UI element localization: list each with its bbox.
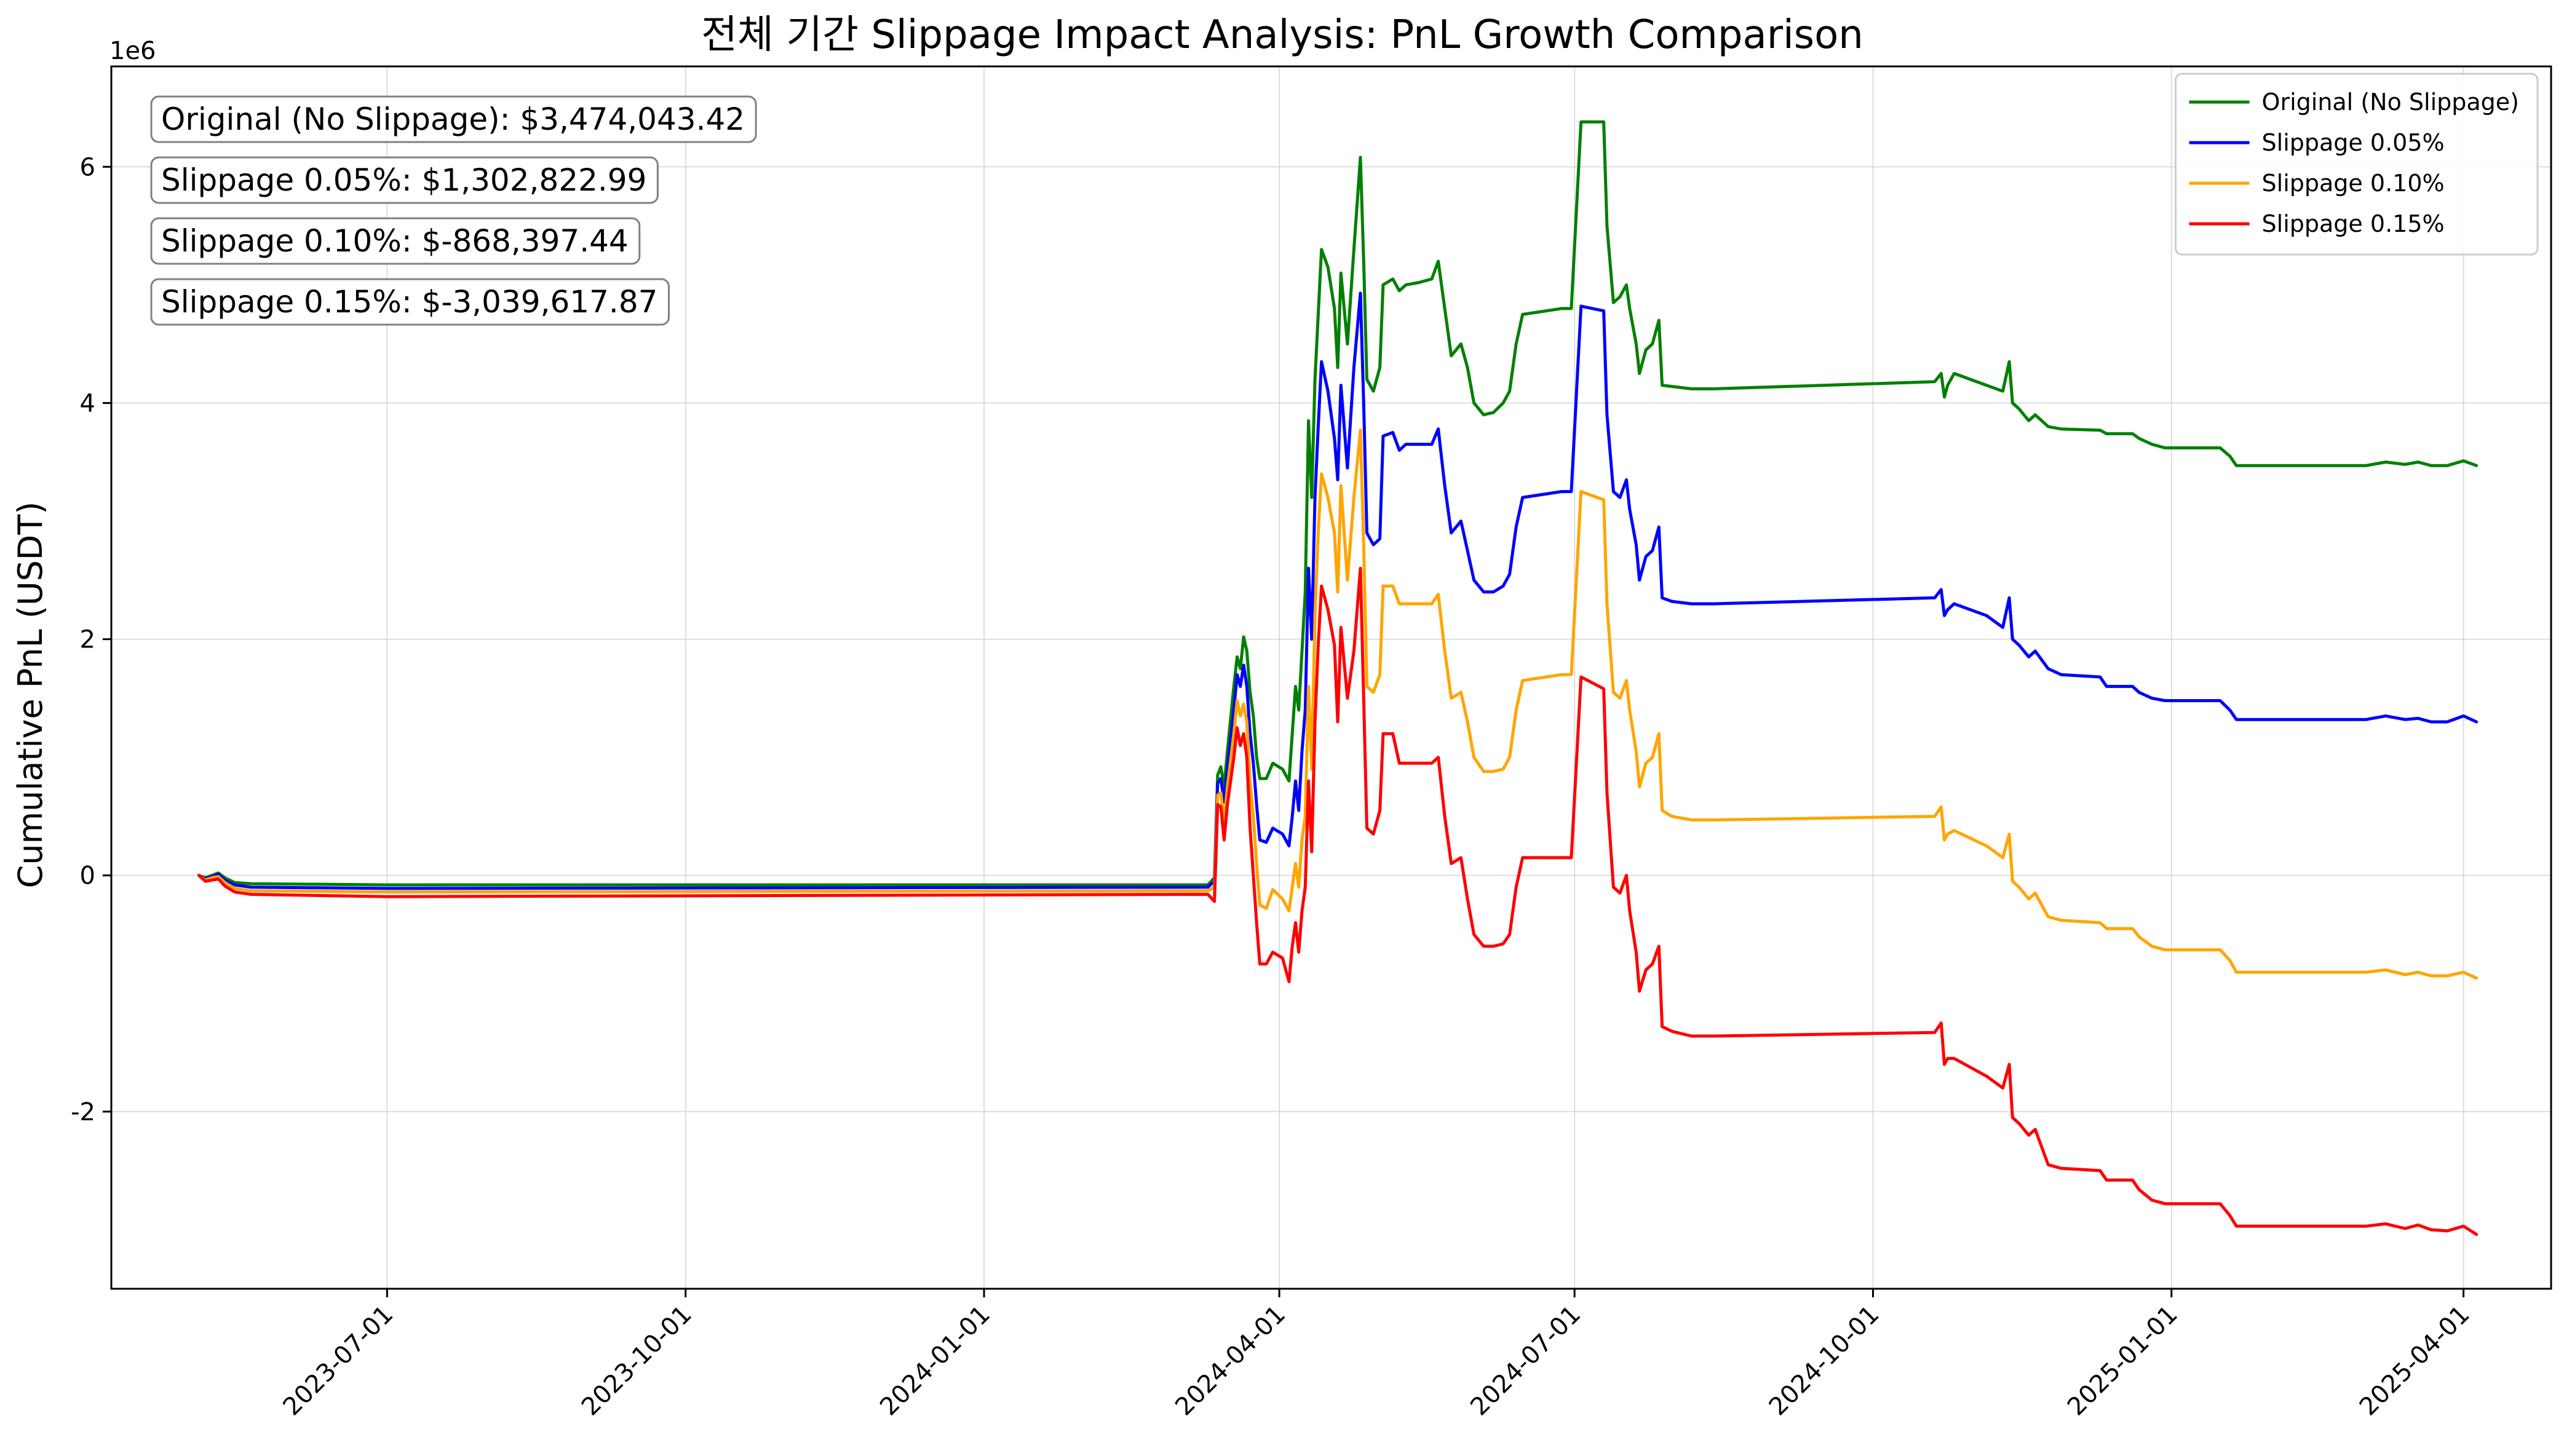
- y-tick-label: 2: [80, 626, 95, 654]
- y-axis-label: Cumulative PnL (USDT): [11, 502, 50, 888]
- y-tick-label: 6: [80, 153, 95, 181]
- grid: [111, 66, 2551, 1289]
- series-line-4: [197, 566, 2479, 1236]
- legend-label: Slippage 0.10%: [2262, 170, 2445, 197]
- y-axis-ticks: -2 0 2 4 6: [71, 153, 111, 1126]
- legend-label: Original (No Slippage): [2262, 89, 2519, 116]
- summary-box-frame: [150, 278, 670, 326]
- x-tick-label: 2025-01-01: [2062, 1300, 2183, 1422]
- x-axis-ticks: 2023-07-01 2023-10-01 2024-01-01 2024-04-01…: [278, 1289, 2475, 1421]
- legend-label: Slippage 0.15%: [2262, 210, 2445, 237]
- legend: Original (No Slippage) Slippage 0.05% Slip…: [2175, 73, 2539, 256]
- summary-box-frame: [150, 156, 659, 204]
- summary-box: Slippage 0.15%: $-3,039,617.87: [150, 278, 670, 326]
- summary-box-frame: [150, 95, 757, 143]
- y-tick-label: 0: [80, 862, 95, 890]
- legend-label: Slippage 0.05%: [2262, 129, 2445, 156]
- summary-box: Original (No Slippage): $3,474,043.42: [150, 95, 757, 143]
- x-tick-label: 2023-07-01: [278, 1300, 399, 1422]
- x-tick-label: 2023-10-01: [576, 1300, 697, 1422]
- summary-box-text: Slippage 0.05%: $1,302,822.99: [161, 162, 646, 198]
- summary-box-frame: [150, 217, 641, 265]
- series-line-2: [197, 291, 2479, 890]
- summary-boxes: Original (No Slippage): $3,474,043.42 Sli…: [150, 95, 757, 326]
- legend-frame: [2175, 73, 2539, 256]
- plot-frame: [110, 65, 2552, 1290]
- series-line-1: [197, 120, 2479, 887]
- legend-box: Original (No Slippage) Slippage 0.05% Slip…: [2175, 73, 2539, 256]
- y-tick-label: 4: [80, 389, 95, 417]
- x-tick-label: 2025-04-01: [2354, 1300, 2475, 1422]
- x-tick-label: 2024-01-01: [875, 1300, 996, 1422]
- chart-title: 전체 기간 Slippage Impact Analysis: PnL Grow…: [701, 12, 1863, 58]
- x-tick-label: 2024-04-01: [1170, 1300, 1291, 1422]
- series-lines: [197, 120, 2479, 1236]
- summary-box: Slippage 0.10%: $-868,397.44: [150, 217, 641, 265]
- x-tick-label: 2024-07-01: [1465, 1300, 1586, 1422]
- summary-box-text: Original (No Slippage): $3,474,043.42: [161, 101, 745, 137]
- y-tick-label: -2: [71, 1098, 95, 1126]
- summary-box-text: Slippage 0.15%: $-3,039,617.87: [161, 284, 657, 320]
- x-tick-label: 2024-10-01: [1764, 1300, 1885, 1422]
- series-line-3: [197, 429, 2479, 980]
- summary-box-text: Slippage 0.10%: $-868,397.44: [161, 223, 629, 259]
- y-scale-label: 1e6: [109, 37, 156, 65]
- summary-box: Slippage 0.05%: $1,302,822.99: [150, 156, 659, 204]
